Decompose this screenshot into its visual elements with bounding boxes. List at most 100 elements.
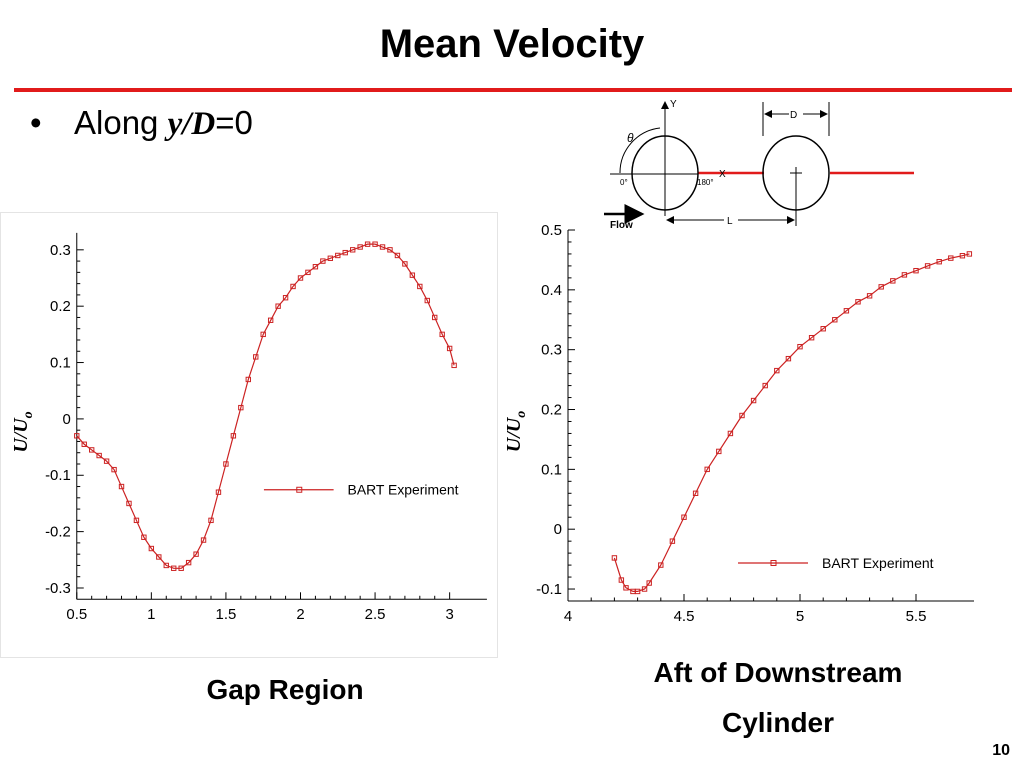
data-point xyxy=(282,295,289,301)
data-point xyxy=(364,241,371,247)
y-tick-label: 0.3 xyxy=(541,342,562,359)
data-point xyxy=(966,251,973,257)
data-point xyxy=(305,269,311,276)
data-point xyxy=(832,317,838,323)
y-axis-title: U/Uo xyxy=(10,411,36,452)
data-point xyxy=(739,412,745,419)
data-point xyxy=(692,490,699,496)
data-point xyxy=(350,247,356,253)
data-point xyxy=(133,517,140,524)
data-point xyxy=(312,264,319,270)
y-tick-label: 0.3 xyxy=(50,242,71,259)
data-point xyxy=(379,244,386,250)
title-underline xyxy=(14,88,1012,92)
data-point xyxy=(74,433,80,439)
data-point xyxy=(409,272,416,278)
data-point xyxy=(641,586,648,592)
page-number: 10 xyxy=(992,742,1010,759)
bullet-prefix: Along xyxy=(74,104,168,141)
data-point xyxy=(163,562,169,569)
data-point xyxy=(446,345,453,352)
x-tick-label: 2 xyxy=(296,606,304,623)
x-tick-label: 1.5 xyxy=(216,606,237,623)
flow-label: Flow xyxy=(610,220,633,231)
data-point xyxy=(327,255,334,261)
data-point xyxy=(948,255,954,261)
bullet-suffix: =0 xyxy=(215,104,253,141)
data-point xyxy=(357,244,363,250)
x-tick-label: 2.5 xyxy=(365,606,386,623)
y-tick-label: -0.1 xyxy=(536,581,562,598)
data-point xyxy=(878,284,884,290)
data-point xyxy=(185,559,192,566)
data-point xyxy=(342,249,348,256)
data-point xyxy=(924,263,931,269)
caption-aft-line1: Aft of Downstream xyxy=(653,657,903,688)
x-tick-label: 1 xyxy=(147,606,155,623)
data-point xyxy=(96,452,102,459)
y-tick-label: 0 xyxy=(554,521,562,538)
legend-marker xyxy=(770,560,777,566)
y-tick-label: -0.1 xyxy=(45,467,71,484)
data-point xyxy=(372,241,378,247)
data-point xyxy=(223,461,229,467)
data-point xyxy=(275,303,281,309)
y-tick-label: 0 xyxy=(62,411,70,428)
y-tick-label: 0.2 xyxy=(50,298,71,315)
data-point xyxy=(178,565,184,571)
diagram-y-label: Y xyxy=(670,99,677,110)
y-tick-label: 0.1 xyxy=(541,461,562,478)
x-tick-label: 4.5 xyxy=(674,608,695,625)
data-point xyxy=(320,258,326,264)
data-point xyxy=(148,545,155,552)
data-point xyxy=(267,317,274,323)
data-point xyxy=(245,376,251,383)
data-point xyxy=(774,367,780,374)
data-point xyxy=(936,259,942,265)
data-point xyxy=(890,278,896,284)
data-point xyxy=(171,565,177,571)
data-point xyxy=(843,308,850,314)
series-line xyxy=(76,243,455,569)
y-axis-title-main: U/U xyxy=(10,417,32,453)
series-line xyxy=(613,253,970,592)
data-point xyxy=(727,430,734,437)
data-point xyxy=(253,354,259,360)
data-point xyxy=(89,447,95,453)
y-tick-label: -0.3 xyxy=(45,580,71,597)
data-point xyxy=(646,580,652,586)
data-point xyxy=(669,538,676,544)
data-point xyxy=(658,562,664,568)
y-tick-label: 0.2 xyxy=(541,402,562,419)
data-point xyxy=(417,283,423,290)
data-point xyxy=(208,517,214,524)
data-point xyxy=(103,458,110,464)
data-point xyxy=(855,299,861,305)
data-point xyxy=(200,537,207,543)
diagram-x-label: X xyxy=(719,169,726,180)
angle-0-label: 0° xyxy=(620,178,628,187)
data-point xyxy=(118,483,125,490)
x-tick-label: 4 xyxy=(564,608,572,625)
data-point xyxy=(193,551,199,557)
data-point xyxy=(230,433,237,439)
data-point xyxy=(808,335,815,341)
y-axis-title-main: U/U xyxy=(503,416,525,452)
data-point xyxy=(439,331,445,338)
theta-arc xyxy=(619,127,661,174)
data-point xyxy=(126,500,132,507)
bullet-variable: y/D xyxy=(167,106,216,142)
data-point xyxy=(611,555,618,561)
data-point xyxy=(618,577,625,583)
data-point xyxy=(866,293,873,299)
angle-180-label: 180° xyxy=(697,178,714,187)
data-point xyxy=(260,331,266,338)
caption-aft-line2: Cylinder xyxy=(721,707,835,738)
theta-label: θ xyxy=(627,131,634,145)
data-point xyxy=(387,247,393,253)
data-point xyxy=(424,297,430,304)
data-point xyxy=(111,466,117,473)
gap-region-chart: -0.3 -0.2 -0.1 0 0.1 0.2 0.3 0.5 1 1.5 2 2.5 3 U/Uo BA… xyxy=(0,212,498,658)
x-tick-label: 5.5 xyxy=(906,608,927,625)
data-point xyxy=(681,514,687,520)
